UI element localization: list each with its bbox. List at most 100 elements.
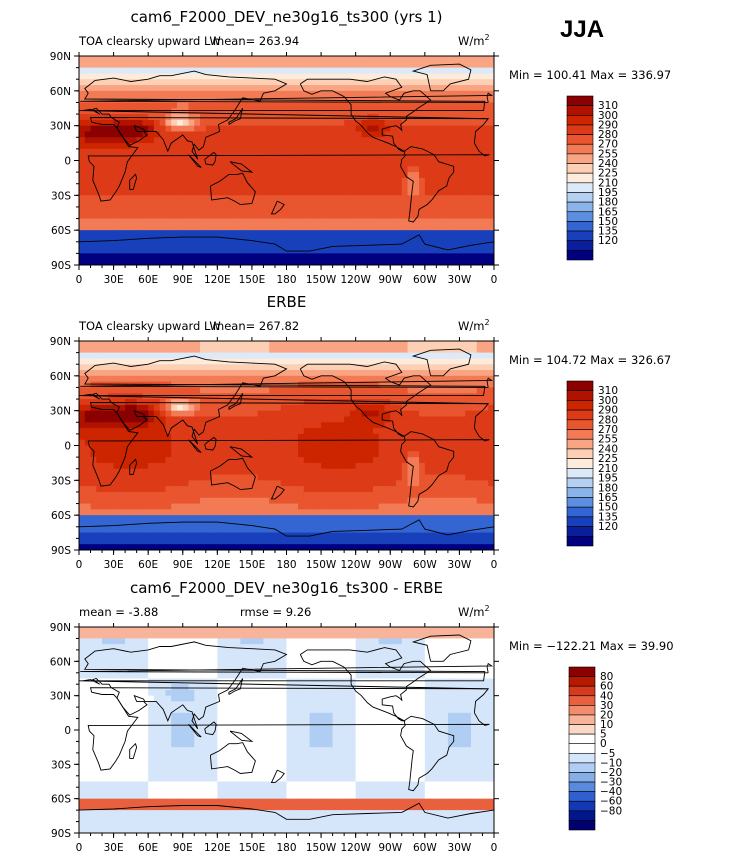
field-cell [424,224,432,231]
field-cell [211,387,218,394]
field-cell [102,341,109,348]
field-cell [194,212,201,220]
field-cell [401,183,409,191]
field-cell [390,131,397,138]
field-cell [419,85,426,92]
field-cell [315,212,322,220]
field-cell [142,515,149,522]
field-cell [326,137,334,144]
colorbar-label: 255 [598,148,618,160]
field-cell [251,201,259,208]
field-cell [465,422,472,429]
field-cell [257,416,265,423]
field-cell [246,160,253,167]
field-cell [223,428,230,435]
field-cell [182,341,190,348]
field-cell [200,67,207,75]
field-cell [286,61,293,69]
field-cell [102,172,109,179]
field-cell [384,119,391,127]
field-cell [470,119,478,127]
field-cell [488,509,494,516]
field-cell [234,172,241,179]
field-cell [338,253,345,260]
field-cell [453,172,461,179]
field-cell [407,381,414,389]
field-cell [153,375,161,383]
field-cell [326,439,334,447]
field-cell [234,515,241,522]
field-cell [488,439,494,447]
field-cell [159,195,167,202]
field-cell [171,195,178,202]
field-cell [159,509,167,516]
field-cell [482,486,489,493]
field-cell [419,137,426,144]
panel-units: W/m2 [458,33,490,48]
field-cell [107,439,115,447]
field-cell [419,358,426,365]
field-cell [349,172,357,179]
field-cell [332,172,339,179]
field-cell [488,137,494,144]
field-cell [280,61,288,69]
field-cell [355,114,363,121]
field-cell [303,183,311,191]
field-cell [401,428,409,435]
field-cell [194,195,201,202]
field-cell [148,148,155,156]
field-cell [96,177,103,185]
field-cell [223,247,230,254]
field-cell [303,375,311,383]
field-cell [136,212,144,220]
field-cell [153,352,161,360]
field-cell [84,457,92,464]
field-cell [470,189,478,196]
field-cell [205,67,213,75]
field-cell [378,439,386,447]
field-cell [488,399,494,406]
field-cell [372,404,380,412]
field-cell [257,201,265,208]
field-cell [338,108,345,115]
field-cell [263,474,270,481]
field-cell [125,90,132,98]
field-cell [355,491,363,499]
field-cell [148,79,155,86]
field-cell [459,462,466,470]
field-cell [367,515,374,522]
field-cell [113,172,120,179]
field-cell [182,399,190,406]
field-cell [217,346,224,354]
field-cell [401,439,409,447]
field-cell [344,160,351,167]
field-cell [292,509,299,516]
field-cell [430,85,437,92]
field-cell [349,241,357,249]
field-cell [205,253,213,260]
field-cell [367,166,374,173]
field-cell [413,108,420,115]
field-cell [148,73,155,80]
field-cell [315,235,322,243]
field-cell [303,85,311,92]
field-cell [482,259,489,265]
field-cell [436,131,443,138]
field-cell [470,247,478,254]
field-cell [165,370,172,377]
field-cell [447,439,455,447]
field-cell [125,131,132,138]
field-cell [90,341,97,348]
field-cell [338,410,345,418]
field-cell [470,56,478,63]
field-cell [263,404,270,412]
field-cell [136,102,144,109]
field-cell [263,341,270,348]
field-cell [465,410,472,418]
field-cell [413,346,420,354]
field-cell [153,457,161,464]
field-cell [344,410,351,418]
field-cell [355,352,363,360]
field-cell [119,90,126,98]
field-cell [378,468,386,476]
